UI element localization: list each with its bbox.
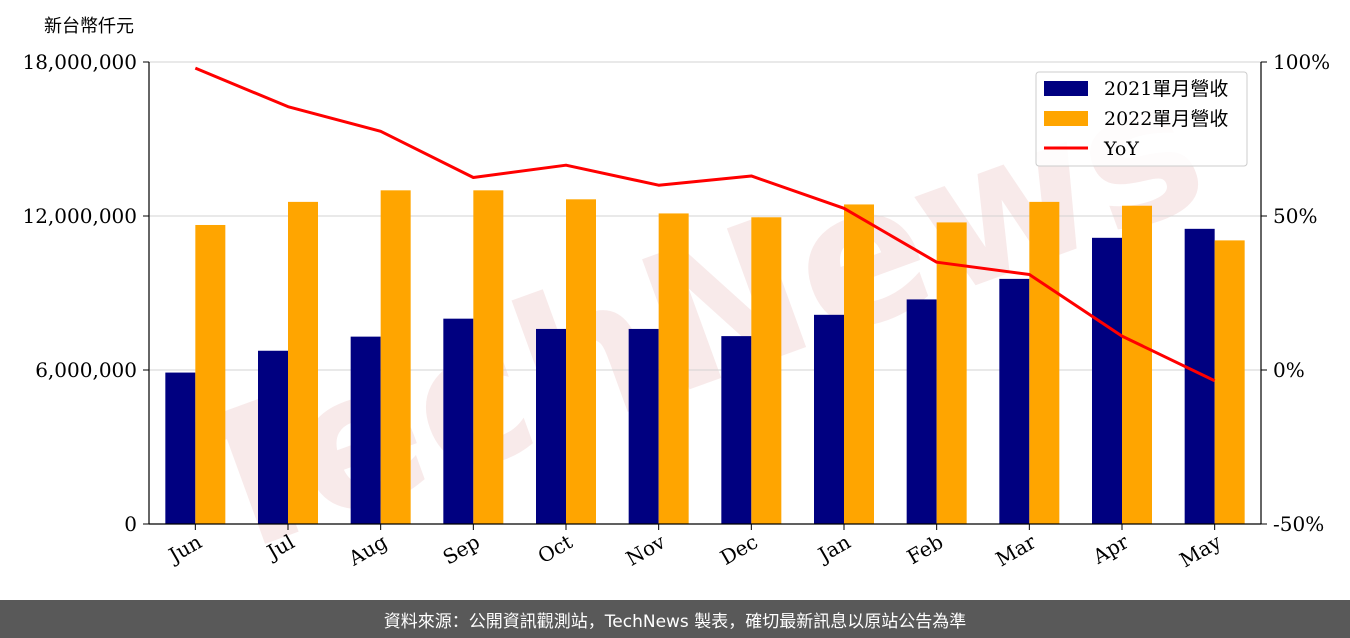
bar-2022-may [1214, 240, 1245, 524]
chart: TechNews 0 6,000,000 12,000,000 18,000,000-… [22, 16, 1330, 602]
bar-2022-jul [288, 201, 318, 524]
bar-2021-feb [906, 299, 937, 524]
legend-frame [1035, 71, 1248, 167]
x-tick-label: Feb [903, 530, 947, 569]
revenue-chart-svg: TechNews 06,000,00012,000,00018,000,000-… [22, 16, 1330, 602]
bars [165, 190, 1245, 525]
x-tick-label: Dec [716, 530, 762, 570]
legend: 2021單月營收 2022單月營收 YoY [1035, 71, 1248, 167]
bar-2021-oct [536, 328, 566, 524]
y2-tick-label: 100% [1273, 50, 1330, 74]
legend-label-yoy: YoY [1103, 138, 1139, 160]
legend-label-2022: 2022單月營收 [1104, 108, 1228, 130]
x-tick-label: Jun [163, 529, 206, 568]
legend-swatch-2021 [1044, 81, 1088, 96]
x-tick-label: Apr [1088, 529, 1133, 569]
x-tick-label: Oct [534, 530, 577, 569]
y-tick-label: 18,000,000 [22, 50, 137, 74]
y2-tick-label: 0% [1273, 358, 1305, 382]
bar-2022-jun [195, 224, 226, 524]
bar-2021-jul [258, 350, 288, 524]
bar-2022-feb [936, 222, 967, 524]
bar-2022-jan [844, 204, 874, 524]
y-axis-unit-label: 新台幣仟元 [44, 16, 134, 37]
y-tick-label: 0 [124, 512, 137, 536]
yoy-series-line [194, 66, 1216, 383]
source-text: 資料來源：公開資訊觀測站，TechNews 製表，確切最新訊息以原站公告為準 [383, 611, 967, 632]
x-tick-label: Sep [439, 530, 484, 570]
bar-2022-sep [473, 190, 504, 525]
bar-2021-aug [350, 336, 381, 524]
bar-2021-may [1184, 228, 1215, 525]
bar-2022-dec [751, 217, 782, 525]
bar-2021-nov [628, 328, 659, 524]
y-tick-label: 6,000,000 [35, 358, 137, 382]
x-tick-label: Jan [812, 529, 854, 567]
bar-2021-jan [814, 314, 844, 524]
bar-2021-mar [999, 278, 1030, 524]
x-tick-label: Mar [991, 529, 1040, 571]
legend-swatch-2022 [1044, 111, 1088, 126]
bar-2021-apr [1092, 237, 1122, 525]
bar-2021-sep [443, 318, 474, 524]
y-tick-label: 12,000,000 [22, 204, 137, 228]
gridlines [149, 61, 1261, 371]
bar-2022-mar [1029, 201, 1060, 524]
bar-2022-oct [566, 199, 596, 525]
y2-tick-label: -50% [1273, 512, 1324, 536]
y2-tick-label: 50% [1273, 204, 1317, 228]
legend-label-2021: 2021單月營收 [1104, 78, 1228, 100]
source-footer: 資料來源：公開資訊觀測站，TechNews 製表，確切最新訊息以原站公告為準 [0, 600, 1350, 638]
bar-2022-nov [658, 213, 689, 524]
bar-2021-dec [721, 336, 752, 524]
bar-2022-aug [380, 190, 411, 525]
bar-2021-jun [165, 372, 196, 524]
x-tick-label: May [1175, 529, 1225, 572]
x-tick-label: Nov [622, 529, 670, 571]
yoy-line [194, 66, 1216, 383]
bar-2022-apr [1122, 205, 1152, 524]
